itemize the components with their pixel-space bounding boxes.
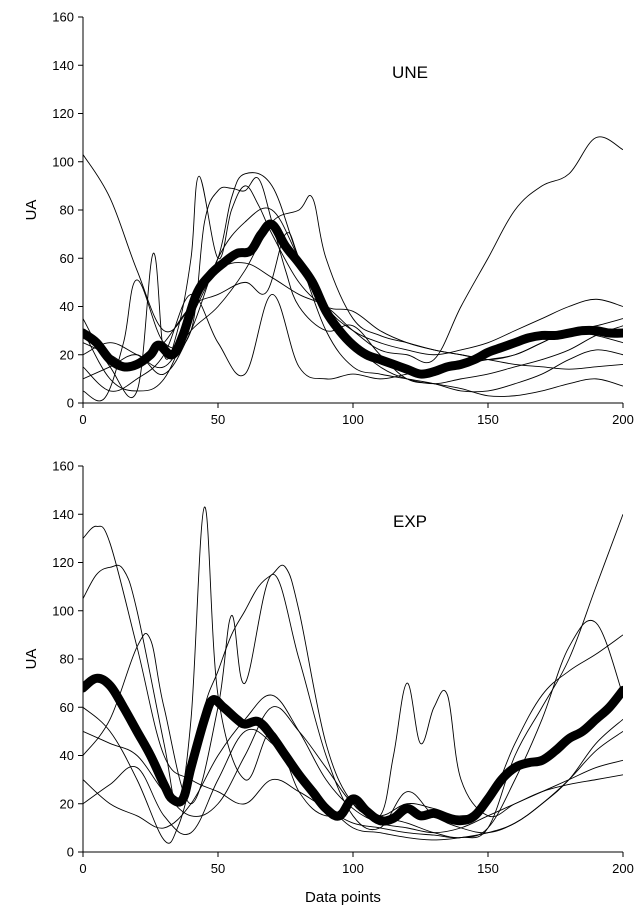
x-tick-label: 50 [211, 861, 225, 876]
x-tick-label: 150 [477, 861, 499, 876]
y-tick-label: 160 [52, 459, 74, 474]
individual-series-line-8 [83, 208, 623, 384]
chart-panel-1: 0 20 40 60 80 100 120 140 160 0 50 100 150 200 UA UNE [23, 10, 634, 428]
y-tick-label: 120 [52, 106, 74, 121]
y-tick-label: 140 [52, 58, 74, 73]
x-tick-label: 150 [477, 412, 499, 427]
panel-label: EXP [393, 512, 427, 531]
y-tick-label: 40 [60, 299, 74, 314]
y-tick-label: 0 [67, 845, 74, 860]
individual-series-line-1 [83, 137, 623, 363]
mean-series-line [83, 678, 623, 821]
y-tick-label: 80 [60, 652, 74, 667]
individual-series-line-7 [83, 233, 623, 392]
y-tick-label: 80 [60, 203, 74, 218]
y-tick-label: 140 [52, 507, 74, 522]
y-tick-label: 60 [60, 251, 74, 266]
x-tick-label: 200 [612, 861, 634, 876]
x-tick-label: 100 [342, 412, 364, 427]
y-tick-label: 60 [60, 700, 74, 715]
chart-panel-2: 0 20 40 60 80 100 120 140 160 0 50 100 150 200 UA Data … [23, 459, 634, 907]
x-tick-label: 200 [612, 412, 634, 427]
x-tick-label: 0 [79, 412, 86, 427]
y-tick-label: 20 [60, 347, 74, 362]
y-tick-label: 100 [52, 603, 74, 618]
series-group [83, 507, 623, 843]
y-tick-label: 20 [60, 796, 74, 811]
individual-series-line-4 [83, 173, 623, 391]
y-tick-label: 100 [52, 154, 74, 169]
individual-series-line-3 [83, 176, 623, 397]
x-tick-label: 50 [211, 412, 225, 427]
y-tick-label: 0 [67, 396, 74, 411]
mean-series-line [83, 224, 623, 374]
x-tick-label: 0 [79, 861, 86, 876]
y-tick-label: 160 [52, 10, 74, 25]
individual-series-line-2 [83, 177, 623, 400]
y-axis-title: UA [23, 200, 40, 221]
x-axis-title: Data points [305, 889, 381, 906]
y-tick-label: 40 [60, 748, 74, 763]
panel-label: UNE [392, 63, 428, 82]
y-axis-title: UA [23, 649, 40, 670]
x-tick-label: 100 [342, 861, 364, 876]
series-group [83, 137, 623, 401]
y-tick-label: 120 [52, 555, 74, 570]
